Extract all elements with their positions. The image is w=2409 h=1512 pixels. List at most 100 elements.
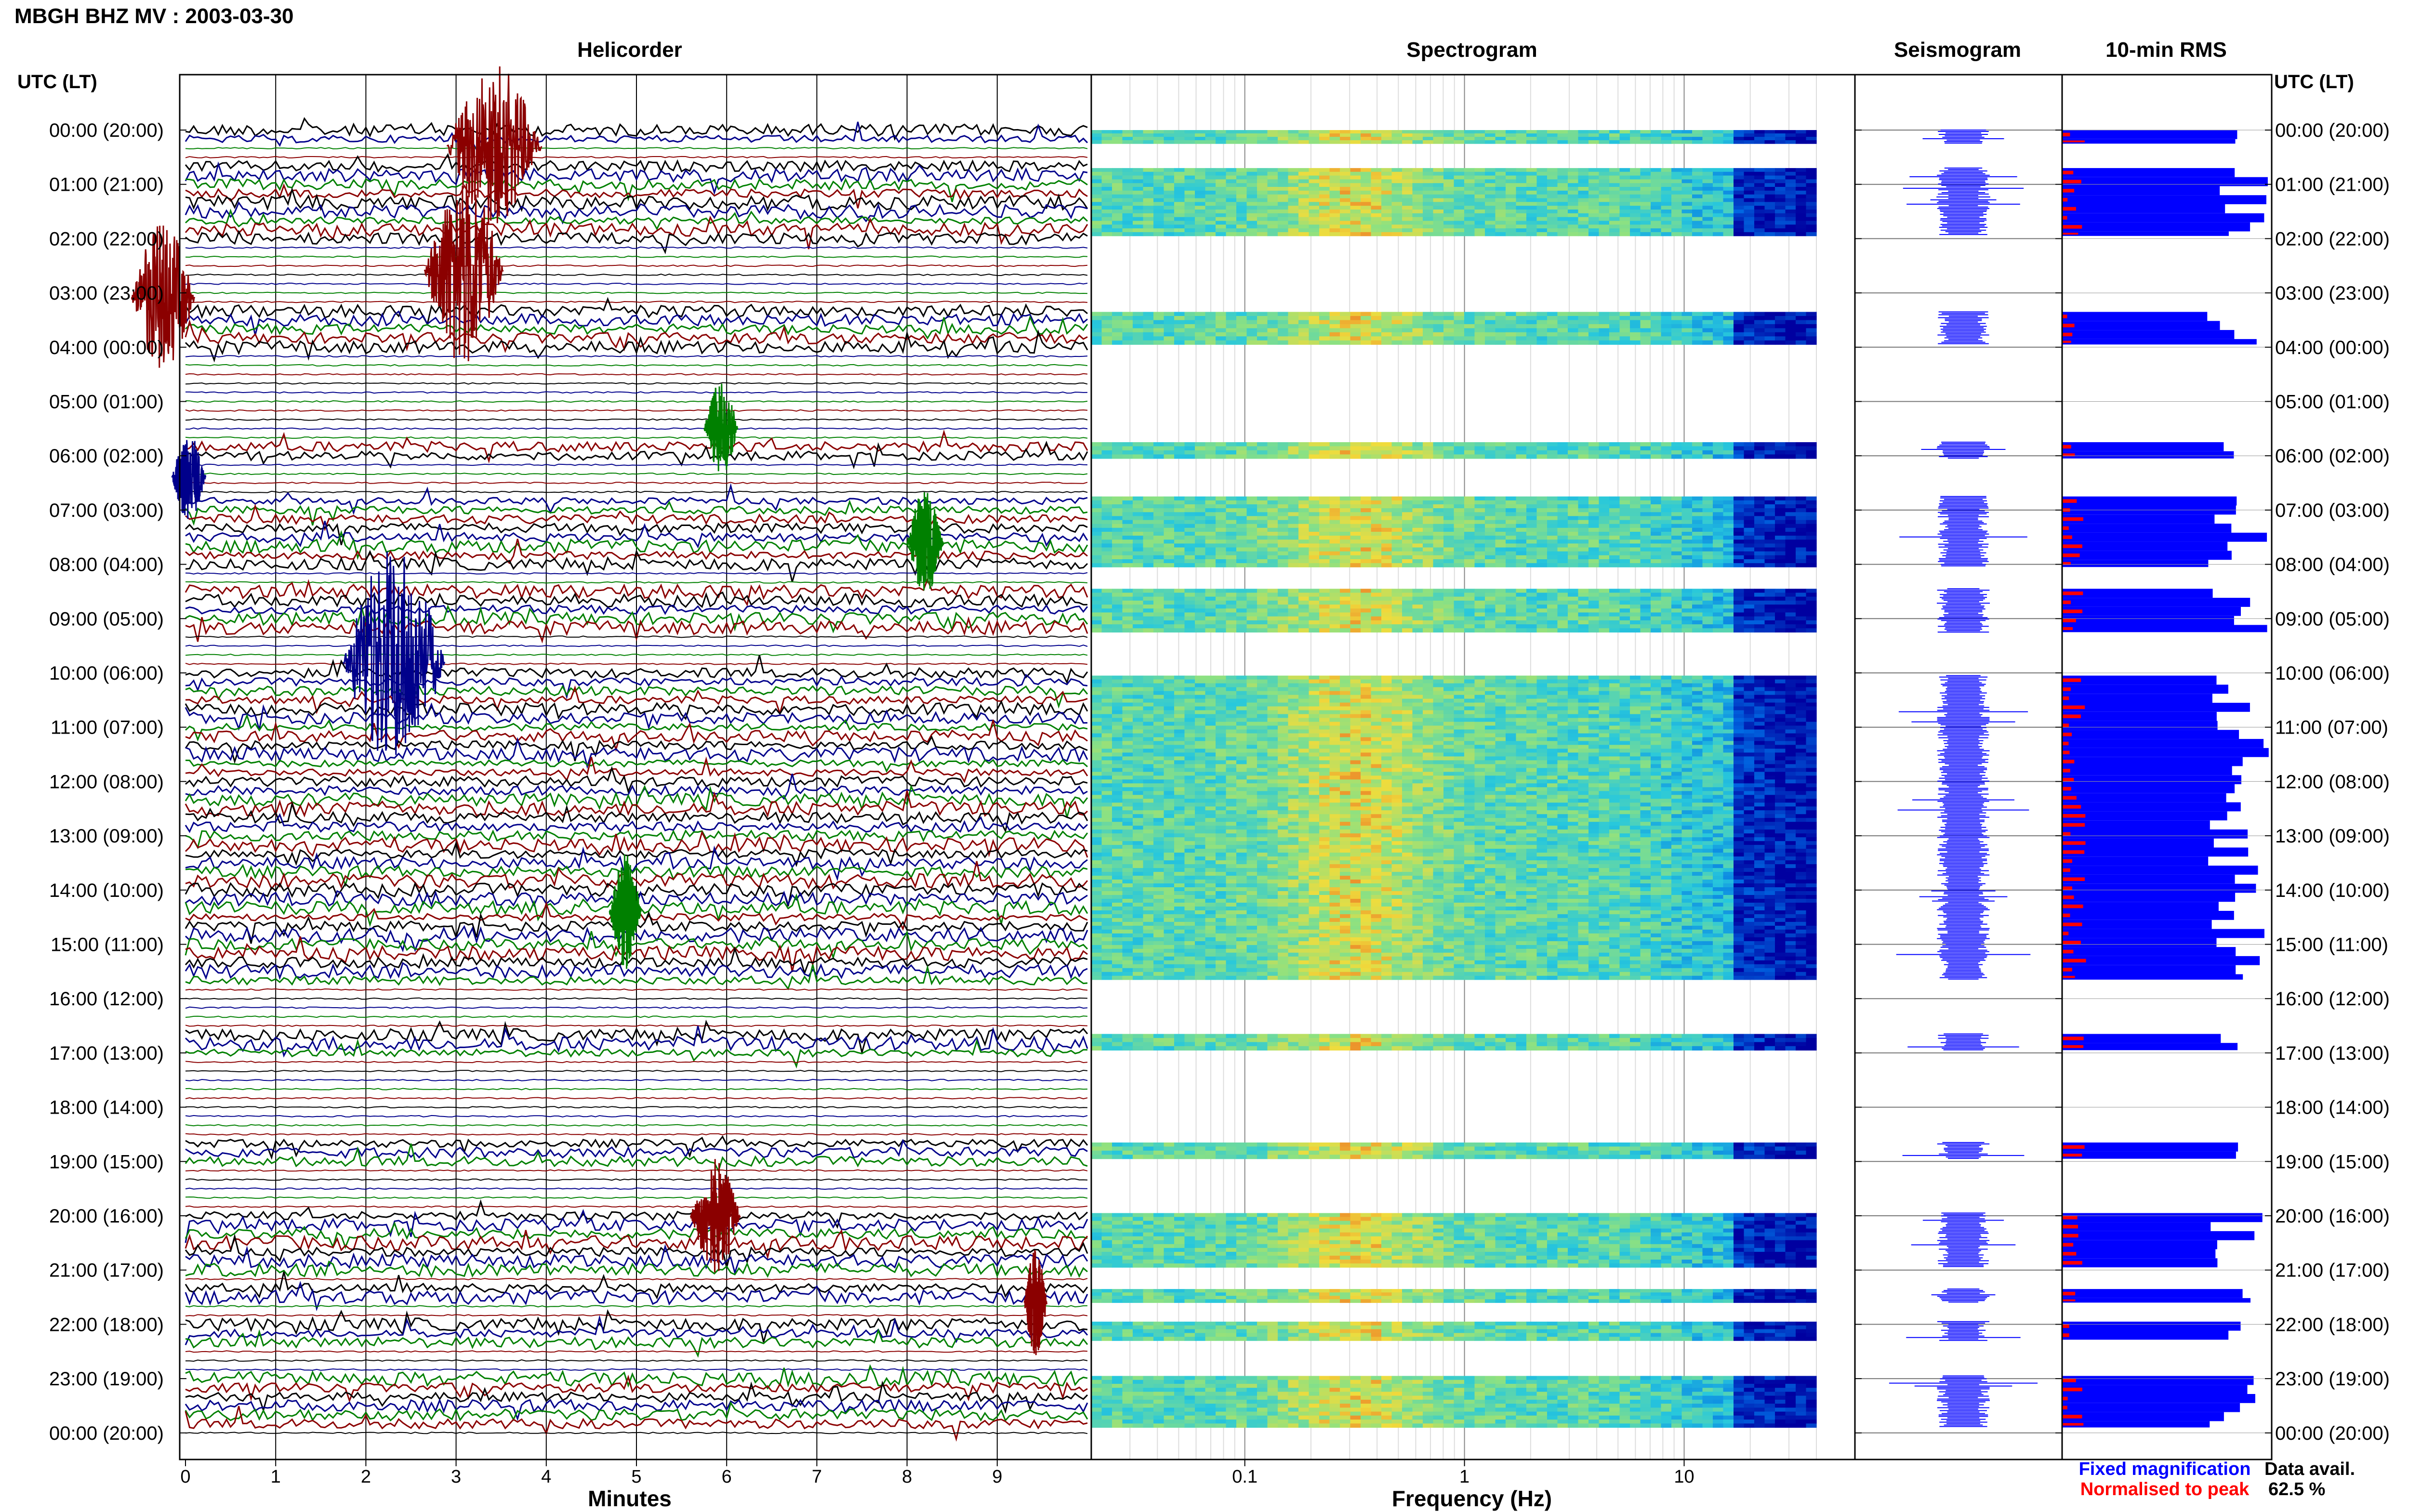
spectrogram-cell [1671, 213, 1682, 218]
spectrogram-cell [1112, 600, 1123, 605]
helicorder-trace [185, 1006, 1088, 1009]
spectrogram-cell [1226, 592, 1237, 597]
spectrogram-cell [1298, 532, 1310, 536]
spectrogram-cell [1485, 624, 1496, 629]
spectrogram-cell [1630, 547, 1641, 552]
spectrogram-cell [1775, 183, 1786, 187]
spectrogram-cell [1506, 210, 1517, 214]
spectrogram-cell [1723, 171, 1734, 176]
spectrogram-cell [1516, 168, 1527, 172]
spectrogram-cell [1443, 328, 1455, 333]
spectrogram-cell [1754, 190, 1765, 195]
spectrogram-cell [1536, 605, 1548, 609]
spectrogram-cell [1588, 555, 1600, 560]
spectrogram-cell [1702, 130, 1713, 134]
spectrogram-cell [1713, 600, 1724, 605]
spectrogram-cell [1536, 536, 1548, 540]
spectrogram-cell [1474, 512, 1485, 516]
spectrogram-cell [1454, 516, 1465, 521]
spectrogram-cell [1391, 210, 1403, 214]
spectrogram-cell [1216, 228, 1227, 233]
spectrogram-cell [1205, 320, 1216, 325]
spectrogram-cell [1267, 175, 1278, 180]
spectrogram-cell [1371, 224, 1382, 229]
helicorder-trace [185, 735, 1088, 764]
spectrogram-cell [1609, 198, 1620, 202]
spectrogram-cell [1195, 202, 1206, 206]
spectrogram-cell [1485, 683, 1496, 688]
spectrogram-cell [1216, 512, 1227, 516]
spectrogram-cell [1091, 175, 1102, 180]
spectrogram-cell [1806, 600, 1817, 605]
spectrogram-cell [1423, 183, 1434, 187]
spectrogram-cell [1319, 221, 1330, 225]
spectrogram-cell [1485, 520, 1496, 525]
spectrogram-cell [1557, 190, 1568, 195]
spectrogram-cell [1775, 171, 1786, 176]
spectrogram-cell [1329, 539, 1340, 544]
spectrogram-cell [1174, 446, 1185, 451]
spectrogram-cell [1588, 224, 1600, 229]
spectrogram-cell [1226, 210, 1237, 214]
spectrogram-cell [1153, 312, 1165, 316]
spectrogram-cell [1651, 691, 1662, 696]
spectrogram-cell [1298, 168, 1310, 172]
helicorder-trace [185, 147, 1088, 150]
spectrogram-cell [1547, 612, 1558, 617]
spectrogram-cell [1174, 210, 1185, 214]
spectrogram-cell [1485, 187, 1496, 191]
spectrogram-cell [1785, 624, 1796, 629]
spectrogram-cell [1329, 210, 1340, 214]
spectrogram-cell [1495, 600, 1506, 605]
spectrogram-cell [1195, 137, 1206, 141]
spectrogram-cell [1340, 612, 1351, 617]
spectrogram-cell [1216, 221, 1227, 225]
spectrogram-cell [1619, 140, 1630, 144]
spectrogram-cell [1091, 547, 1102, 552]
spectrogram-cell [1174, 628, 1185, 633]
spectrogram-cell [1806, 589, 1817, 593]
spectrogram-cell [1619, 687, 1630, 692]
spectrogram-cell [1568, 527, 1579, 532]
spectrogram-cell [1536, 683, 1548, 688]
spectrogram-cell [1692, 683, 1703, 688]
spectrogram-cell [1112, 559, 1123, 564]
spectrogram-cell [1692, 454, 1703, 459]
spectrogram-cell [1423, 683, 1434, 688]
spectrogram-cell [1506, 328, 1517, 333]
spectrogram-cell [1547, 198, 1558, 202]
spectrogram-cell [1536, 320, 1548, 325]
spectrogram-cell [1557, 446, 1568, 451]
spectrogram-cell [1433, 524, 1444, 528]
spectrogram-cell [1661, 687, 1672, 692]
spectrogram-cell [1661, 504, 1672, 509]
spectrogram-cell [1651, 179, 1662, 184]
spectrogram-cell [1101, 450, 1112, 455]
spectrogram-cell [1734, 137, 1745, 141]
spectrogram-cell [1547, 616, 1558, 621]
spectrogram-cell [1402, 596, 1413, 601]
spectrogram-cell [1588, 589, 1600, 593]
spectrogram-cell [1319, 683, 1330, 688]
spectrogram-cell [1713, 187, 1724, 191]
spectrogram-cell [1536, 454, 1548, 459]
spectrogram-cell [1309, 202, 1320, 206]
spectrogram-cell [1205, 679, 1216, 684]
helicorder-event [424, 183, 504, 361]
spectrogram-cell [1609, 679, 1620, 684]
spectrogram-cell [1454, 589, 1465, 593]
spectrogram-cell [1713, 527, 1724, 532]
spectrogram-cell [1474, 206, 1485, 210]
spectrogram-cell [1526, 450, 1537, 455]
spectrogram-cell [1681, 198, 1693, 202]
spectrogram-cell [1536, 187, 1548, 191]
spectrogram-cell [1454, 508, 1465, 513]
spectrogram-cell [1661, 543, 1672, 548]
spectrogram-cell [1257, 592, 1268, 597]
spectrogram-cell [1516, 524, 1527, 528]
spectrogram-cell [1443, 198, 1455, 202]
spectrogram-cell [1174, 563, 1185, 567]
spectrogram-cell [1257, 496, 1268, 501]
spectrogram-cell [1309, 171, 1320, 176]
spectrogram-cell [1319, 551, 1330, 556]
